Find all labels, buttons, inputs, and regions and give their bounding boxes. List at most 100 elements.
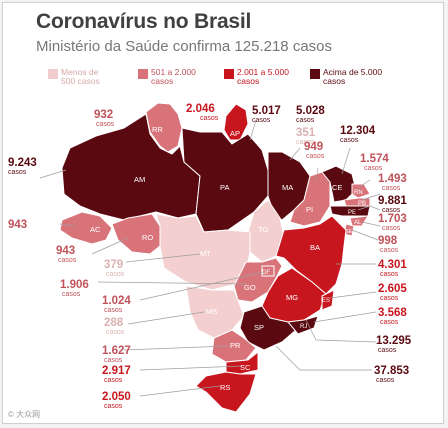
count-ac: 943 (8, 219, 27, 231)
state-rs[interactable] (195, 371, 257, 413)
count-ap: 2.046 casos (186, 103, 219, 122)
legend-swatch-gt5000 (310, 69, 320, 79)
count-rn: 1.574 casos (360, 153, 389, 172)
leader-line-pi (315, 167, 319, 181)
count-value-pr: 1.627 (102, 345, 131, 357)
state-pr[interactable] (211, 329, 257, 363)
count-es: 2.605 casos (378, 283, 407, 302)
state-label-go: GO (244, 283, 256, 292)
count-ce: 12.304 casos (340, 125, 376, 144)
state-label-ac: AC (90, 225, 101, 234)
count-unit-ms: casos (106, 329, 125, 336)
count-pr: 1.627 casos (102, 345, 131, 364)
count-al: 1.703 casos (378, 213, 407, 232)
count-unit-se: casos (380, 247, 399, 254)
count-value-ba: 4.301 (378, 259, 407, 271)
count-value-mg: 13.295 (376, 335, 412, 347)
state-label-ro: RO (142, 233, 153, 242)
count-unit-am: casos (8, 169, 27, 176)
leader-line-es (329, 291, 377, 299)
state-label-rs: RS (220, 383, 230, 392)
leader-line-ma (289, 147, 301, 161)
leader-line-rj (313, 311, 377, 323)
count-unit-pe: casos (382, 207, 401, 214)
count-unit-pa: casos (252, 117, 271, 124)
count-value-sp: 37.853 (374, 365, 409, 377)
count-unit-rj: casos (380, 319, 399, 326)
count-unit-rs: casos (104, 403, 123, 410)
count-ba: 4.301 casos (378, 259, 407, 278)
state-label-pr: PR (230, 341, 241, 350)
count-unit-al: casos (382, 225, 401, 232)
leader-line-ce (341, 147, 351, 175)
leader-line-ac (59, 223, 77, 227)
state-label-ma: MA (282, 183, 293, 192)
state-ba[interactable] (275, 215, 347, 295)
state-ac[interactable] (59, 211, 113, 245)
count-value-se: 998 (378, 235, 398, 247)
case-counts: 932 casos 2.046 casos 5.017 casos 5.028 … (8, 103, 412, 410)
leader-line-rn (357, 179, 371, 189)
count-am: 9.243 casos (8, 157, 37, 176)
leader-line-mt (125, 253, 201, 263)
state-label-es: ES (322, 298, 330, 304)
count-value-rn: 1.574 (360, 153, 389, 165)
count-unit-rr: casos (96, 121, 115, 128)
state-label-sp: SP (254, 323, 264, 332)
count-pa: 5.017 casos (252, 105, 281, 124)
count-sp: 37.853 casos (374, 365, 409, 384)
legend-swatch-2001-5000 (224, 69, 234, 79)
state-es[interactable] (321, 289, 335, 311)
state-label-pa: PA (220, 183, 229, 192)
count-go: 1.906 casos (60, 279, 89, 298)
leader-line-mg (305, 319, 377, 343)
count-value-ce: 12.304 (340, 125, 376, 137)
count-ro: 943 casos (56, 245, 77, 264)
state-label-pi: PI (306, 205, 313, 214)
legend-label-lt500: Menos de 500 casos (61, 67, 100, 86)
count-unit-mt: casos (106, 271, 125, 278)
count-unit-sp: casos (376, 377, 395, 384)
state-rn[interactable] (351, 183, 371, 199)
state-pb[interactable] (343, 197, 371, 207)
state-label-df: DF (262, 270, 270, 276)
state-label-mg: MG (286, 293, 298, 302)
count-rs: 2.050 casos (102, 391, 131, 410)
state-label-rr: RR (152, 125, 163, 134)
count-unit-sc: casos (104, 377, 123, 384)
state-sp[interactable] (239, 305, 297, 351)
state-labels: RR AP AM PA MA CE RN PB PE AL SE PI AC R… (90, 125, 366, 392)
count-value-sc: 2.917 (102, 365, 131, 377)
count-unit-ro: casos (58, 257, 77, 264)
count-value-pb: 1.493 (378, 173, 407, 185)
count-value-go: 1.906 (60, 279, 89, 291)
count-unit-es: casos (380, 295, 399, 302)
state-ce[interactable] (321, 165, 357, 203)
leader-line-go (97, 281, 247, 285)
count-to: 351 casos (296, 127, 316, 146)
count-mt: 379 casos (104, 259, 125, 278)
count-value-ro: 943 (56, 245, 75, 257)
state-al[interactable] (349, 215, 369, 227)
count-value-rs: 2.050 (102, 391, 131, 403)
state-label-pe: PE (348, 210, 356, 216)
leader-line-al (361, 221, 381, 227)
count-value-pa: 5.017 (252, 105, 281, 117)
state-rr[interactable] (145, 102, 183, 153)
count-unit-pi: casos (306, 153, 325, 160)
count-value-es: 2.605 (378, 283, 407, 295)
count-value-al: 1.703 (378, 213, 407, 225)
state-ms[interactable] (185, 285, 245, 339)
leader-line-pe (357, 205, 381, 211)
count-ma: 5.028 casos (296, 105, 325, 124)
leader-line-df (139, 271, 265, 301)
state-label-se: SE (345, 229, 353, 235)
count-pi: 949 casos (304, 141, 325, 160)
count-value-pi: 949 (304, 141, 323, 153)
state-ap[interactable] (223, 103, 249, 141)
count-unit-rn: casos (364, 165, 383, 172)
count-pb: 1.493 casos (378, 173, 407, 192)
count-value-mt: 379 (104, 259, 123, 271)
state-label-rj: RJ (300, 324, 307, 330)
